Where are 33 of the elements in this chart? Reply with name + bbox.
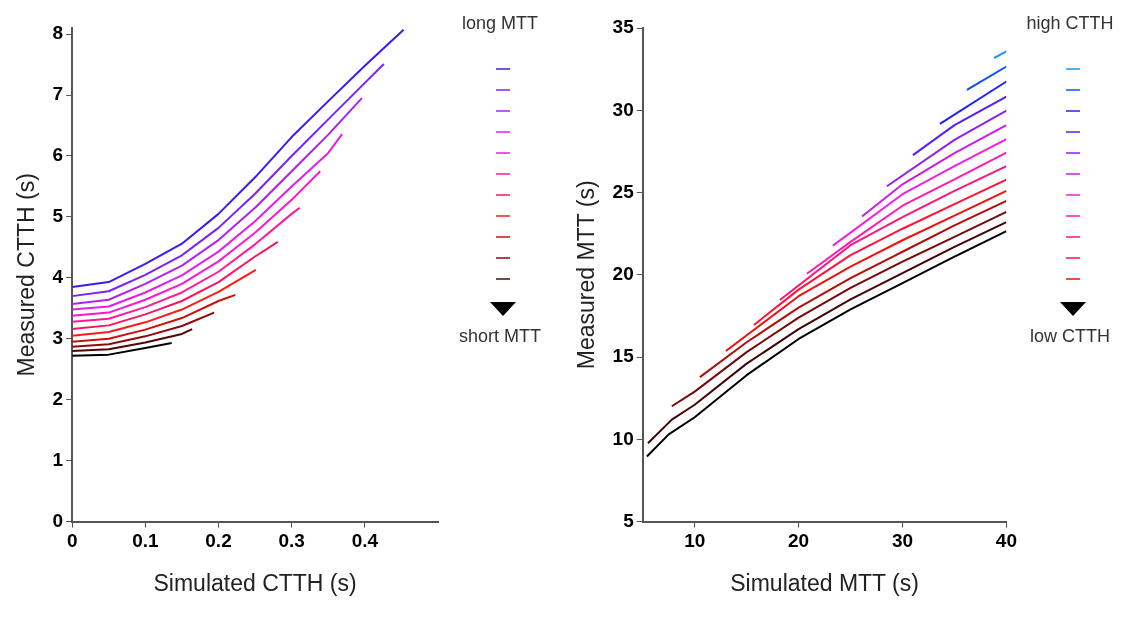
x-axis-title: Simulated CTTH (s)	[153, 569, 357, 596]
y-tick-label: 5	[52, 205, 64, 227]
x-axis-title: Simulated MTT (s)	[730, 569, 919, 596]
x-tick-label: 0.2	[205, 530, 232, 552]
y-tick-label: 25	[612, 180, 635, 202]
x-tick-label: 10	[684, 530, 706, 552]
y-tick-label: 35	[612, 16, 635, 38]
y-tick-label: 3	[52, 327, 64, 349]
x-tick-label: 0.4	[351, 530, 379, 552]
y-tick-label: 10	[612, 427, 634, 449]
text: short MTT	[458, 326, 542, 347]
y-tick-label: 0	[52, 509, 64, 531]
y-tick-label: 20	[612, 263, 634, 285]
y-tick-label: 8	[52, 22, 64, 44]
y-axis-title: Measured MTT (s)	[573, 180, 600, 370]
x-tick-label: 30	[891, 530, 914, 552]
y-tick-label: 5	[623, 509, 635, 531]
text: low CTTH	[1029, 326, 1111, 347]
y-tick-label: 7	[52, 83, 64, 105]
y-tick-label: 15	[612, 345, 635, 367]
y-tick-label: 1	[52, 448, 64, 470]
y-tick-label: 2	[52, 387, 64, 409]
text: long MTT	[461, 13, 539, 34]
y-tick-label: 30	[612, 98, 634, 120]
y-tick-label: 4	[52, 266, 64, 288]
x-tick-label: 20	[788, 530, 810, 552]
x-tick-label: 0.3	[278, 530, 305, 552]
x-tick-label: 40	[995, 530, 1017, 552]
x-tick-label: 0.1	[132, 530, 159, 552]
y-tick-label: 6	[52, 144, 64, 166]
text: high CTTH	[1025, 13, 1115, 34]
x-tick-label: 0	[66, 530, 78, 552]
y-axis-title: Measured CTTH (s)	[13, 173, 40, 377]
